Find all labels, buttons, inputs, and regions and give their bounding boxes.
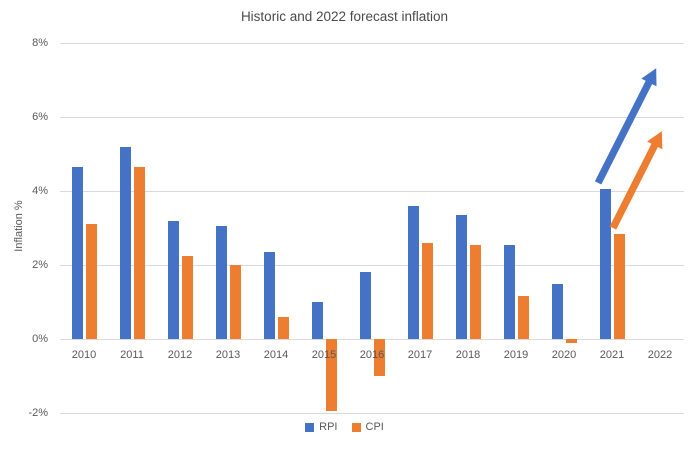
chart-title: Historic and 2022 forecast inflation	[240, 9, 449, 24]
x-tick-label-2011: 2011	[120, 349, 144, 361]
legend-label-cpi: CPI	[365, 421, 384, 433]
x-tick-label-2015: 2015	[311, 349, 337, 361]
bar-rpi-2021	[599, 189, 611, 339]
y-tick-label: 6%	[32, 111, 48, 123]
gridline	[60, 117, 684, 118]
y-tick-label: 0%	[32, 333, 48, 345]
bar-cpi-2012	[181, 255, 193, 339]
forecast-arrow-cpi-icon	[609, 131, 663, 230]
bar-cpi-2010	[85, 224, 97, 339]
x-tick-label-2016: 2016	[359, 349, 385, 361]
y-tick-label: 8%	[32, 37, 48, 49]
y-tick-label: 2%	[32, 259, 48, 271]
bar-cpi-2021	[613, 233, 625, 339]
legend: RPI CPI	[0, 421, 689, 433]
bar-cpi-2016	[373, 339, 385, 376]
x-tick-label-2012: 2012	[167, 349, 193, 361]
bar-rpi-2014	[263, 252, 275, 339]
bar-rpi-2010	[71, 166, 83, 339]
bar-rpi-2017	[407, 205, 419, 339]
bar-cpi-2015	[325, 339, 337, 412]
bar-cpi-2020	[565, 339, 577, 343]
legend-swatch-cpi-icon	[351, 422, 361, 432]
gridline	[60, 413, 684, 414]
x-tick-label-2010: 2010	[71, 349, 97, 361]
bar-rpi-2018	[455, 215, 467, 339]
gridline	[60, 191, 684, 192]
legend-swatch-rpi-icon	[305, 422, 315, 432]
bar-cpi-2013	[229, 265, 241, 339]
gridline	[60, 339, 684, 340]
x-tick-label-2021: 2021	[599, 349, 625, 361]
x-tick-label-2018: 2018	[455, 349, 481, 361]
bar-cpi-2017	[421, 242, 433, 339]
bar-cpi-2014	[277, 316, 289, 339]
bar-cpi-2011	[133, 166, 145, 339]
legend-label-rpi: RPI	[319, 421, 338, 433]
bar-rpi-2012	[167, 220, 179, 339]
legend-item-cpi: CPI	[351, 421, 384, 433]
y-tick-label: 4%	[32, 185, 48, 197]
bar-rpi-2016	[359, 272, 371, 339]
x-tick-label-2013: 2013	[215, 349, 241, 361]
x-tick-label-2014: 2014	[263, 349, 289, 361]
x-tick-label-2020: 2020	[551, 349, 577, 361]
forecast-arrow-rpi-icon	[594, 68, 657, 185]
bar-rpi-2019	[503, 244, 515, 339]
bar-cpi-2018	[469, 244, 481, 339]
bar-cpi-2019	[517, 296, 529, 339]
legend-item-rpi: RPI	[305, 421, 338, 433]
gridline	[60, 43, 684, 44]
x-tick-label-2022: 2022	[647, 349, 673, 361]
bar-rpi-2020	[551, 283, 563, 339]
x-tick-label-2017: 2017	[407, 349, 433, 361]
bar-rpi-2013	[215, 226, 227, 339]
y-axis-title: Inflation %	[13, 200, 25, 252]
bar-rpi-2011	[119, 146, 131, 339]
y-tick-label: -2%	[28, 407, 48, 419]
gridline	[60, 265, 684, 266]
x-tick-label-2019: 2019	[503, 349, 529, 361]
bar-rpi-2015	[311, 302, 323, 339]
